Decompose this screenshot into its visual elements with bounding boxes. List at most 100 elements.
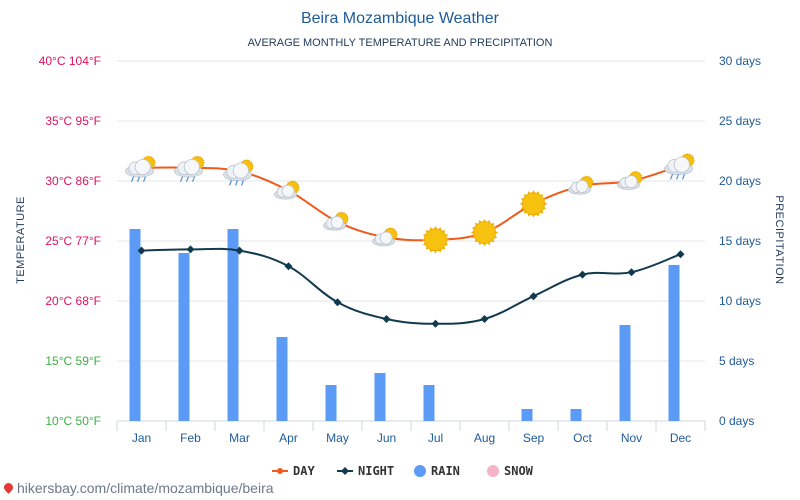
rain-bar bbox=[129, 229, 141, 421]
legend-item-snow: SNOW bbox=[487, 464, 534, 478]
right-tick-label: 20 days bbox=[719, 174, 761, 188]
right-tick-label: 30 days bbox=[719, 54, 761, 68]
rain-bar bbox=[178, 253, 190, 421]
cloud-part bbox=[673, 156, 690, 173]
sun-disc bbox=[522, 192, 545, 216]
x-tick-label: Jan bbox=[132, 431, 151, 445]
sun-icon bbox=[519, 190, 548, 218]
rain-bars bbox=[129, 229, 680, 421]
sun-cloud-icon bbox=[372, 226, 398, 247]
left-tick-label: 10°C 50°F bbox=[45, 414, 101, 428]
x-tick-label: Feb bbox=[180, 431, 201, 445]
right-tick-label: 25 days bbox=[719, 114, 761, 128]
sun-disc bbox=[473, 221, 496, 245]
weather-icons bbox=[125, 152, 695, 254]
left-tick-label: 35°C 95°F bbox=[45, 114, 101, 128]
map-pin-icon bbox=[2, 481, 15, 494]
right-tick-label: 5 days bbox=[719, 354, 754, 368]
legend: DAY NIGHT RAIN SNOW bbox=[272, 464, 534, 478]
rain-drop bbox=[240, 180, 245, 186]
left-tick-label: 40°C 104°F bbox=[39, 54, 101, 68]
rain-drop bbox=[681, 174, 686, 180]
rain-drop bbox=[185, 176, 190, 183]
chart-title: Beira Mozambique Weather bbox=[301, 10, 500, 27]
x-tick-label: Dec bbox=[670, 431, 691, 445]
legend-item-rain: RAIN bbox=[414, 464, 460, 478]
legend-marker bbox=[341, 467, 349, 475]
legend-marker bbox=[414, 465, 426, 477]
night-point bbox=[333, 298, 342, 307]
legend-marker bbox=[277, 468, 283, 474]
rain-bar bbox=[619, 325, 631, 421]
x-tick-label: Oct bbox=[573, 431, 592, 445]
sun-icon bbox=[421, 226, 450, 254]
source-text: hikersbay.com/climate/mozambique/beira bbox=[17, 480, 274, 496]
sun-disc bbox=[424, 228, 447, 252]
x-tick-label: Jun bbox=[377, 431, 396, 445]
gridlines bbox=[116, 60, 706, 431]
night-point bbox=[137, 246, 146, 255]
night-point bbox=[627, 268, 636, 277]
legend-item-day: DAY bbox=[272, 464, 315, 478]
cloud-sun-rain-icon bbox=[223, 158, 254, 186]
night-point bbox=[431, 319, 440, 328]
rain-drop bbox=[675, 174, 680, 180]
left-axis-title: TEMPERATURE bbox=[15, 196, 27, 284]
x-tick-label: Mar bbox=[229, 431, 250, 445]
legend-label: SNOW bbox=[504, 464, 534, 478]
rain-bar bbox=[521, 409, 533, 421]
rain-bar bbox=[423, 385, 435, 421]
legend-item-night: NIGHT bbox=[337, 464, 394, 478]
night-point bbox=[284, 262, 293, 271]
night-point bbox=[382, 315, 391, 323]
cloud-part bbox=[232, 162, 249, 179]
left-tick-label: 30°C 86°F bbox=[45, 174, 101, 188]
rain-bar bbox=[570, 409, 582, 421]
cloud-part bbox=[281, 184, 295, 198]
rain-drop bbox=[130, 176, 135, 183]
left-tick-label: 25°C 77°F bbox=[45, 234, 101, 248]
sun-cloud-icon bbox=[274, 180, 300, 200]
rain-bar bbox=[325, 385, 337, 421]
cloud-sun-rain-icon bbox=[174, 155, 205, 183]
right-tick-label: 10 days bbox=[719, 294, 761, 308]
chart-subtitle: AVERAGE MONTHLY TEMPERATURE AND PRECIPIT… bbox=[248, 37, 553, 49]
x-tick-label: May bbox=[326, 431, 349, 445]
rain-drop bbox=[179, 176, 184, 183]
cloud-part bbox=[134, 158, 151, 176]
rain-drop bbox=[142, 176, 147, 183]
left-tick-label: 20°C 68°F bbox=[45, 294, 101, 308]
cloud-part bbox=[575, 180, 589, 193]
day-temperature-line bbox=[141, 164, 681, 242]
night-point bbox=[235, 246, 244, 255]
cloud-sun-rain-icon bbox=[664, 152, 695, 180]
sun-cloud-icon bbox=[323, 211, 349, 231]
source-link[interactable]: hikersbay.com/climate/mozambique/beira bbox=[2, 480, 274, 496]
x-tick-label: Aug bbox=[474, 431, 495, 445]
rain-bar bbox=[276, 337, 288, 421]
legend-label: DAY bbox=[293, 464, 315, 478]
x-tick-label: Nov bbox=[621, 431, 642, 445]
x-tick-label: Jul bbox=[428, 431, 443, 445]
night-temperature-line bbox=[141, 247, 681, 325]
cloud-part bbox=[330, 216, 344, 229]
rain-bar bbox=[227, 229, 239, 421]
x-tick-label: Apr bbox=[279, 431, 298, 445]
night-point bbox=[676, 250, 685, 259]
night-point bbox=[186, 245, 195, 254]
x-tick-label: Sep bbox=[523, 431, 545, 445]
rain-bar bbox=[374, 373, 386, 421]
cloud-sun-rain-icon bbox=[125, 155, 156, 183]
night-point bbox=[480, 315, 489, 323]
rain-drop bbox=[234, 180, 239, 186]
legend-label: RAIN bbox=[431, 464, 460, 478]
cloud-part bbox=[183, 158, 200, 176]
temperature-lines bbox=[137, 162, 685, 328]
sun-icon bbox=[470, 218, 499, 247]
rain-bar bbox=[668, 265, 680, 421]
night-point bbox=[578, 270, 587, 279]
cloud-part bbox=[379, 231, 393, 245]
right-axis-title: PRECIPITATION bbox=[773, 195, 785, 284]
sun-cloud-icon bbox=[568, 175, 594, 195]
